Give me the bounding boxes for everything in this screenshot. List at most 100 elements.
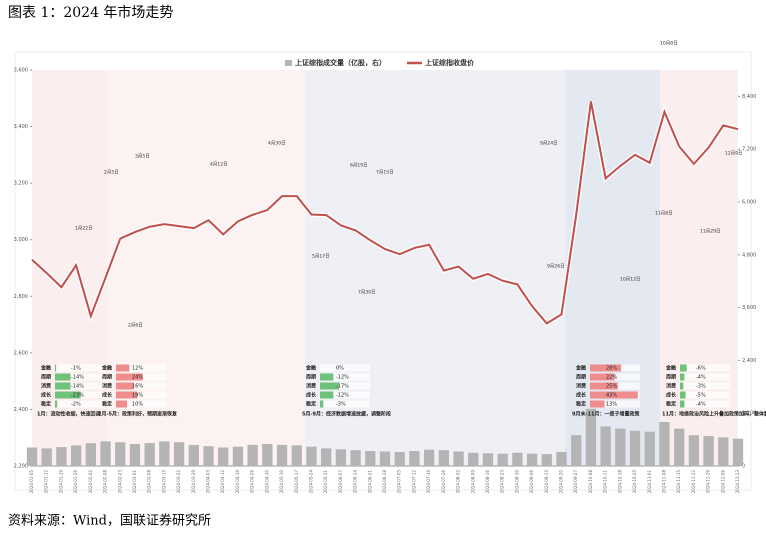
volume-bar [365,451,376,466]
x-tick-label: 2024-01-12 [44,470,49,494]
style-value: -3% [696,384,706,390]
y-tick-label: 2,200 [14,464,28,470]
period-band [305,70,565,466]
style-value: -14% [71,384,84,390]
style-cell [116,364,166,372]
volume-bar [262,444,273,466]
x-tick-label: 2024-05-24 [308,470,313,494]
volume-bar [85,443,96,466]
style-bar [590,400,605,408]
style-name: 成长 [41,392,52,399]
style-name: 金融 [575,365,586,372]
style-bar [680,373,685,381]
y2-tick-label: 4,800 [742,252,756,258]
style-value: -6% [696,366,706,372]
style-bar [680,364,687,372]
style-value: 43% [606,393,617,399]
volume-bar [56,447,67,466]
style-value: -4% [696,402,706,408]
x-tick-label: 2024-03-22 [176,470,181,494]
annotation-date: 7月15日 [376,170,394,176]
style-bar [590,391,638,399]
y-tick-label: 3,400 [14,124,28,130]
x-tick-label: 2024-06-14 [353,470,358,494]
period-label: 9月末-11月：一揽子增量政策 [572,411,641,418]
style-bar [590,373,615,381]
style-name: 周期 [666,374,676,381]
style-cell [590,373,640,381]
x-tick-label: 2024-03-29 [191,470,196,494]
style-cell [320,364,370,372]
style-value: 13% [606,402,617,408]
x-tick-label: 2024-08-09 [470,470,475,494]
style-value: 12% [132,366,143,372]
y2-tick-label: 3,600 [742,305,756,311]
x-tick-label: 2024-03-15 [161,470,166,494]
x-tick-label: 2024-07-26 [441,470,446,494]
style-bar [55,373,71,381]
style-cell [55,400,105,408]
style-value: 22% [606,375,617,381]
page-title: 图表 1：2024 年市场走势 [8,4,173,21]
style-cell [680,391,730,399]
y-tick-label: 2,600 [14,350,28,356]
style-cell [590,400,640,408]
volume-bar [659,422,670,466]
volume-bar [497,453,508,466]
annotation-date: 10月12日 [620,277,640,283]
volume-bar [732,438,744,466]
x-tick-label: 2024-04-19 [235,470,240,494]
style-name: 周期 [41,374,51,381]
x-tick-label: 2024-11-22 [691,470,696,494]
style-value: -1% [71,366,81,372]
x-tick-label: 2024-11-08 [661,470,666,494]
volume-bar [541,454,552,466]
volume-bar [644,431,655,466]
style-bar [116,364,130,372]
style-bar [55,391,81,399]
x-tick-label: 2024-04-12 [220,470,225,494]
x-tick-label: 2024-09-13 [544,470,549,494]
style-value: 28% [606,366,617,372]
volume-bar [100,441,111,466]
annotation-date: 11月29日 [700,229,720,235]
x-tick-label: 2024-10-25 [632,470,637,494]
x-tick-label: 2024-05-10 [279,470,284,494]
y-tick-label: 3,200 [14,181,28,187]
volume-bar [571,435,582,466]
volume-bar [232,446,244,466]
style-name: 消费 [306,383,316,390]
volume-bar [615,428,626,466]
annotation-date: 7月30日 [358,290,376,296]
volume-bar [394,451,405,466]
volume-bar [173,442,185,466]
x-tick-label: 2024-10-11 [603,470,608,494]
style-value: -23% [71,393,84,399]
period-label: 2月-5月：政策利好，预期逐渐恢复 [98,411,178,418]
style-cell [680,382,730,390]
x-tick-label: 2024-08-16 [485,470,490,494]
volume-bar [26,447,38,466]
volume-bar [350,450,361,466]
volume-bar [144,443,155,466]
style-cell [116,391,166,399]
style-name: 稳定 [306,401,316,408]
style-cell [55,364,105,372]
annotation-date: 5月17日 [312,254,330,260]
style-name: 金融 [40,365,51,372]
volume-bar [585,408,597,466]
style-bar [320,391,334,399]
volume-bar [718,437,729,466]
volume-bar [556,451,567,466]
style-cell [680,373,730,381]
style-value: -4% [696,375,706,381]
volume-bar [453,451,464,466]
y-tick-label: 3,000 [14,237,28,243]
x-tick-label: 2024-12-13 [735,470,740,494]
x-tick-label: 2024-04-03 [206,470,211,494]
legend-label: 上证综指成交量（亿股，右） [295,58,386,67]
x-tick-label: 2024-11-01 [647,470,652,494]
style-cell [320,400,370,408]
annotation-date: 1月22日 [75,226,93,232]
